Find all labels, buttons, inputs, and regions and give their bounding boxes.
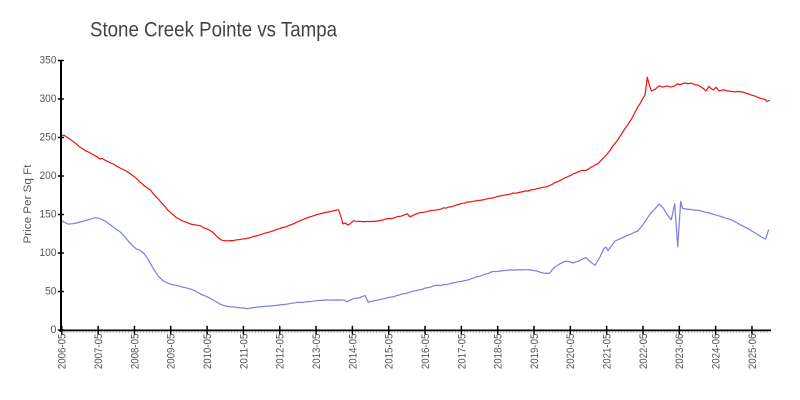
- svg-text:150: 150: [40, 208, 57, 220]
- svg-text:2022-05: 2022-05: [638, 334, 650, 370]
- svg-text:2018-05: 2018-05: [493, 334, 505, 370]
- svg-text:350: 350: [40, 54, 57, 66]
- svg-text:2015-05: 2015-05: [384, 334, 396, 370]
- svg-text:2012-05: 2012-05: [275, 334, 287, 370]
- svg-text:2008-05: 2008-05: [129, 334, 141, 370]
- svg-text:Price Per Sq Ft: Price Per Sq Ft: [22, 165, 34, 244]
- svg-text:200: 200: [40, 170, 57, 182]
- svg-text:2009-05: 2009-05: [166, 334, 178, 370]
- svg-text:2006-05: 2006-05: [57, 334, 69, 370]
- svg-text:0: 0: [50, 324, 56, 336]
- svg-text:2025-06: 2025-06: [747, 334, 759, 370]
- svg-text:2014-05: 2014-05: [347, 334, 359, 370]
- svg-text:2020-05: 2020-05: [565, 334, 577, 370]
- svg-text:50: 50: [45, 285, 57, 297]
- svg-text:100: 100: [40, 247, 57, 259]
- svg-text:2010-05: 2010-05: [202, 334, 214, 370]
- svg-text:2021-05: 2021-05: [602, 334, 614, 370]
- svg-text:2019-05: 2019-05: [529, 334, 541, 370]
- svg-text:2007-05: 2007-05: [93, 334, 105, 370]
- svg-text:2016-05: 2016-05: [420, 334, 432, 370]
- svg-text:2024-06: 2024-06: [711, 334, 723, 370]
- svg-text:Stone Creek Pointe vs Tampa: Stone Creek Pointe vs Tampa: [90, 18, 337, 42]
- svg-text:2013-05: 2013-05: [311, 334, 323, 370]
- svg-text:2011-05: 2011-05: [238, 334, 250, 370]
- svg-text:250: 250: [40, 131, 57, 143]
- svg-text:2023-06: 2023-06: [674, 334, 686, 370]
- svg-text:2017-05: 2017-05: [456, 334, 468, 370]
- svg-text:300: 300: [40, 93, 57, 105]
